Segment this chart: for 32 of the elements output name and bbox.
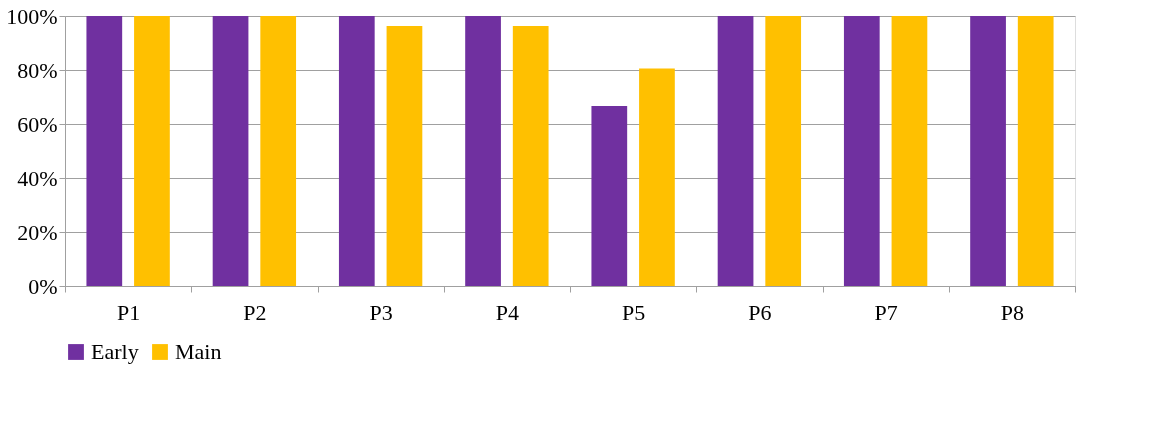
- bar: [717, 16, 754, 286]
- y-tick-label: 100%: [6, 3, 58, 29]
- x-tick-label: P5: [622, 299, 646, 325]
- bar: [1017, 16, 1054, 286]
- y-tick-label: 20%: [17, 219, 58, 245]
- y-tick-label: 0%: [28, 273, 58, 299]
- bar: [970, 16, 1006, 286]
- y-tick-label: 40%: [17, 165, 58, 191]
- bar: [260, 16, 297, 286]
- x-tick-label: P2: [243, 299, 267, 325]
- bar: [765, 16, 802, 286]
- legend-label: Early: [91, 339, 139, 364]
- bar: [212, 16, 249, 286]
- bar: [639, 68, 675, 286]
- x-tick-label: P3: [369, 299, 393, 325]
- x-tick-label: P1: [117, 299, 141, 325]
- x-tick-label: P6: [748, 299, 772, 325]
- bar: [512, 25, 549, 286]
- bar: [465, 16, 501, 286]
- bar: [891, 16, 928, 286]
- bar: [134, 16, 170, 286]
- x-tick-label: P4: [495, 299, 519, 325]
- bar: [338, 16, 375, 286]
- legend-label: Main: [175, 339, 222, 364]
- bar: [591, 105, 628, 286]
- bar: [86, 16, 123, 286]
- bar: [843, 16, 880, 286]
- bar: [386, 25, 423, 286]
- y-tick-label: 80%: [17, 57, 58, 83]
- x-tick-label: P8: [1000, 299, 1024, 325]
- y-tick-label: 60%: [17, 111, 58, 137]
- x-tick-label: P7: [874, 299, 898, 325]
